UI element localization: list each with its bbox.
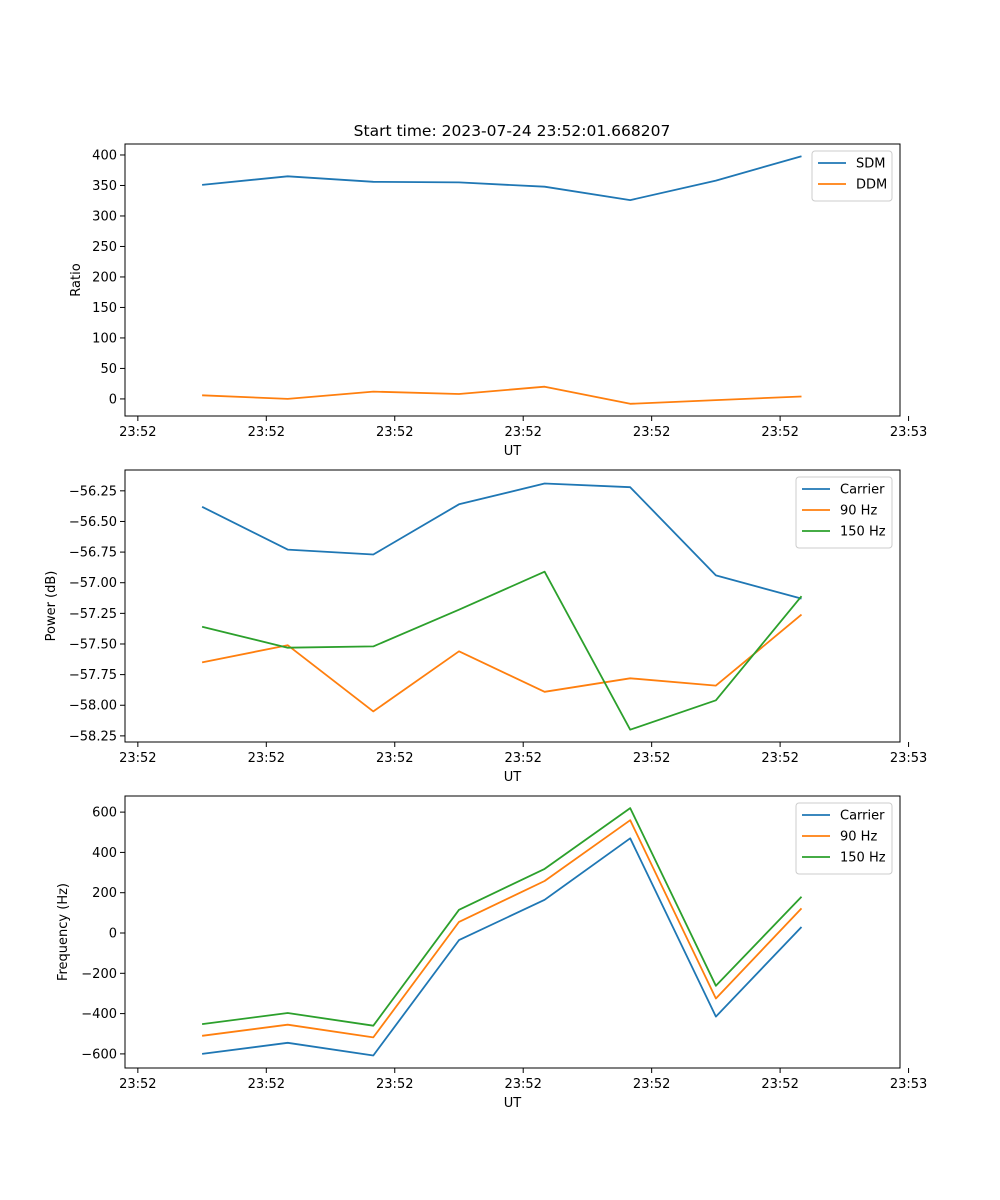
- series-line-ddm: [202, 385, 802, 405]
- y-tick-label: −57.50: [69, 637, 117, 652]
- y-tick-label: 50: [100, 362, 117, 377]
- series-line-sdm: [202, 155, 802, 202]
- y-tick-label: 600: [92, 806, 117, 821]
- chart-title: Start time: 2023-07-24 23:52:01.668207: [354, 122, 671, 140]
- legend-label: Carrier: [840, 809, 885, 824]
- x-tick-label: 23:52: [119, 1077, 156, 1092]
- series-line-150-hz: [201, 807, 803, 1027]
- y-tick-label: −56.75: [69, 546, 117, 561]
- legend-label: SDM: [856, 157, 885, 172]
- series-line-carrier: [201, 837, 803, 1057]
- y-tick-label: 0: [109, 927, 117, 942]
- y-axis-label: Ratio: [69, 263, 84, 296]
- series-line-90-hz: [201, 613, 803, 713]
- x-tick-label: 23:52: [119, 751, 156, 766]
- x-tick-label: 23:52: [376, 751, 413, 766]
- x-tick-label: 23:52: [504, 751, 541, 766]
- x-tick-label: 23:52: [504, 1077, 541, 1092]
- x-tick-label: 23:52: [633, 1077, 670, 1092]
- y-tick-label: 200: [92, 270, 117, 285]
- x-tick-label: 23:52: [761, 751, 798, 766]
- x-axis-label: UT: [504, 770, 522, 785]
- y-tick-label: −57.00: [69, 576, 117, 591]
- y-tick-label: 350: [92, 179, 117, 194]
- legend-label: DDM: [856, 178, 887, 193]
- y-tick-label: 300: [92, 209, 117, 224]
- x-tick-label: 23:52: [633, 425, 670, 440]
- x-tick-label: 23:52: [633, 751, 670, 766]
- y-tick-label: −200: [81, 967, 117, 982]
- x-tick-label: 23:52: [761, 425, 798, 440]
- y-tick-label: −58.25: [69, 729, 117, 744]
- legend: SDM DDM: [811, 150, 893, 202]
- x-tick-label: 23:52: [119, 425, 156, 440]
- y-axis-label: Power (dB): [44, 571, 59, 642]
- y-tick-label: 150: [92, 301, 117, 316]
- y-tick-label: 200: [92, 886, 117, 901]
- subplot-2: 23:52 23:52 23:52 23:52 23:52 23:52 23:53 −58.2…: [44, 469, 927, 785]
- x-tick-label: 23:53: [890, 751, 927, 766]
- x-tick-label: 23:52: [248, 751, 285, 766]
- x-tick-label: 23:52: [248, 425, 285, 440]
- legend-label: 90 Hz: [840, 830, 877, 845]
- axes-frame: [124, 469, 901, 743]
- legend-label: Carrier: [840, 483, 885, 498]
- y-tick-label: −57.75: [69, 668, 117, 683]
- y-tick-label: 250: [92, 240, 117, 255]
- y-tick-label: −56.50: [69, 515, 117, 530]
- y-tick-label: −600: [81, 1047, 117, 1062]
- x-tick-label: 23:52: [376, 1077, 413, 1092]
- series-line-150-hz: [201, 570, 803, 731]
- x-tick-label: 23:53: [890, 1077, 927, 1092]
- y-tick-label: −58.00: [69, 699, 117, 714]
- x-tick-label: 23:52: [248, 1077, 285, 1092]
- subplots: 23:52 23:52 23:52 23:52 23:52 23:52 23:53 0 50 10…: [44, 143, 927, 1111]
- y-tick-label: 400: [92, 148, 117, 163]
- x-tick-label: 23:52: [376, 425, 413, 440]
- series-line-90-hz: [201, 819, 803, 1039]
- subplot-1: 23:52 23:52 23:52 23:52 23:52 23:52 23:53 0 50 10…: [69, 143, 927, 459]
- legend: Carrier 90 Hz 150 Hz: [795, 802, 893, 875]
- y-tick-label: −57.25: [69, 607, 117, 622]
- legend-label: 150 Hz: [840, 851, 886, 866]
- x-axis-label: UT: [504, 444, 522, 459]
- x-tick-label: 23:52: [761, 1077, 798, 1092]
- x-tick-label: 23:53: [890, 425, 927, 440]
- series-line-carrier: [201, 482, 802, 600]
- legend: Carrier 90 Hz 150 Hz: [795, 476, 893, 549]
- y-tick-label: 400: [92, 846, 117, 861]
- y-tick-label: −56.25: [69, 484, 117, 499]
- x-axis-label: UT: [504, 1096, 522, 1111]
- x-tick-label: 23:52: [504, 425, 541, 440]
- subplot-3: 23:52 23:52 23:52 23:52 23:52 23:52 23:53 −600 −…: [56, 795, 927, 1111]
- y-tick-label: 100: [92, 331, 117, 346]
- y-axis-label: Frequency (Hz): [56, 883, 71, 981]
- legend-label: 90 Hz: [840, 504, 877, 519]
- y-tick-label: −400: [81, 1007, 117, 1022]
- axes-frame: [124, 143, 901, 417]
- legend-label: 150 Hz: [840, 525, 886, 540]
- axes-frame: [124, 795, 901, 1069]
- y-tick-label: 0: [109, 392, 117, 407]
